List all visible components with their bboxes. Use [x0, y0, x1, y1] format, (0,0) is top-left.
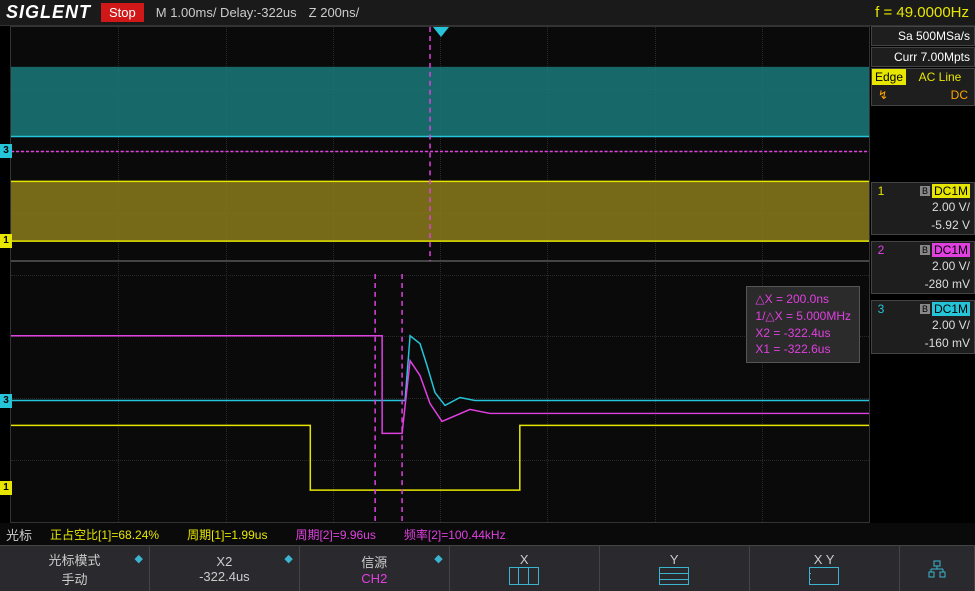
ch1-zoom-marker: 1	[0, 481, 12, 495]
top-bar: SIGLENT Stop M 1.00ms/ Delay:-322us Z 20…	[0, 0, 975, 26]
main-area: 3 1 3 1 △X = 200.0ns 1/△X = 5.000MHz X2 …	[0, 26, 975, 523]
ch3-zoom-marker: 3	[0, 394, 12, 408]
freq-display: f = 49.0000Hz	[875, 4, 969, 21]
trigger-box[interactable]: Edge AC Line ↯ DC	[871, 68, 975, 106]
waveform-area[interactable]	[10, 26, 870, 523]
timebase-display: M 1.00ms/ Delay:-322us	[156, 5, 297, 20]
bandwidth-icon: B	[920, 245, 930, 255]
menu-y[interactable]: Y	[600, 546, 750, 591]
channel-box-1[interactable]: 1 B DC1M 2.00 V/ -5.92 V	[871, 182, 975, 235]
measure-freq2: 频率[2]=100.44kHz	[404, 526, 506, 543]
right-panel: Sa 500MSa/s Curr 7.00Mpts Edge AC Line ↯…	[871, 26, 975, 523]
menu-bar: ◆ 光标模式 手动 ◆ X2 -322.4us ◆ 信源 CH2 X Y X Y	[0, 545, 975, 591]
arrow-icon: ◆	[284, 552, 292, 565]
ch-vdiv: 2.00 V/	[872, 258, 974, 276]
sample-rate: Sa 500MSa/s	[871, 26, 975, 46]
trigger-source: AC Line	[906, 69, 974, 85]
memory-depth: Curr 7.00Mpts	[871, 47, 975, 67]
measure-period2: 周期[2]=9.96us	[295, 526, 375, 543]
cursor-x1: X1 = -322.6us	[755, 341, 851, 358]
ch-offset: -280 mV	[872, 276, 974, 294]
trigger-type: Edge	[872, 69, 906, 85]
trigger-coupling: DC	[951, 88, 968, 102]
cursor-x2: X2 = -322.4us	[755, 325, 851, 342]
menu-more[interactable]	[900, 546, 975, 591]
bandwidth-icon: B	[920, 304, 930, 314]
ch-num: 1	[872, 183, 890, 199]
y-cursor-icon	[659, 567, 689, 585]
measure-duty: 正占空比[1]=68.24%	[50, 526, 159, 543]
ch-coupling-badge: B DC1M	[890, 242, 974, 258]
channel-box-3[interactable]: 3 B DC1M 2.00 V/ -160 mV	[871, 300, 975, 353]
ch-num: 3	[872, 301, 890, 317]
arrow-icon: ◆	[134, 552, 142, 565]
ch1-marker: 1	[0, 234, 12, 248]
trigger-slope-icon: ↯	[878, 88, 888, 102]
ch-offset: -5.92 V	[872, 217, 974, 235]
cursor-freq: 1/△X = 5.000MHz	[755, 308, 851, 325]
xy-cursor-icon	[809, 567, 839, 585]
x-cursor-icon	[509, 567, 539, 585]
menu-source[interactable]: ◆ 信源 CH2	[300, 546, 450, 591]
waveform-canvas	[11, 27, 869, 522]
cursor-info-box: △X = 200.0ns 1/△X = 5.000MHz X2 = -322.4…	[746, 286, 860, 363]
menu-xy[interactable]: X Y	[750, 546, 900, 591]
channel-box-2[interactable]: 2 B DC1M 2.00 V/ -280 mV	[871, 241, 975, 294]
ch-vdiv: 2.00 V/	[872, 199, 974, 217]
ch-coupling-badge: B DC1M	[890, 301, 974, 317]
bandwidth-icon: B	[920, 186, 930, 196]
ch-num: 2	[872, 242, 890, 258]
measure-bar: 光标 正占空比[1]=68.24% 周期[1]=1.99us 周期[2]=9.9…	[0, 523, 975, 545]
trigger-marker-icon	[433, 27, 449, 37]
ch-offset: -160 mV	[872, 335, 974, 353]
ch-vdiv: 2.00 V/	[872, 317, 974, 335]
ch-coupling-badge: B DC1M	[890, 183, 974, 199]
hierarchy-icon	[927, 559, 947, 579]
menu-cursor-mode[interactable]: ◆ 光标模式 手动	[0, 546, 150, 591]
menu-x2[interactable]: ◆ X2 -322.4us	[150, 546, 300, 591]
ch3-marker: 3	[0, 144, 12, 158]
measure-period1: 周期[1]=1.99us	[187, 526, 267, 543]
logo: SIGLENT	[0, 2, 97, 23]
cursor-label: 光标	[6, 525, 32, 544]
zoom-display: Z 200ns/	[309, 5, 360, 20]
cursor-dx: △X = 200.0ns	[755, 291, 851, 308]
status-badge: Stop	[101, 3, 144, 22]
arrow-icon: ◆	[434, 552, 442, 565]
menu-x[interactable]: X	[450, 546, 600, 591]
